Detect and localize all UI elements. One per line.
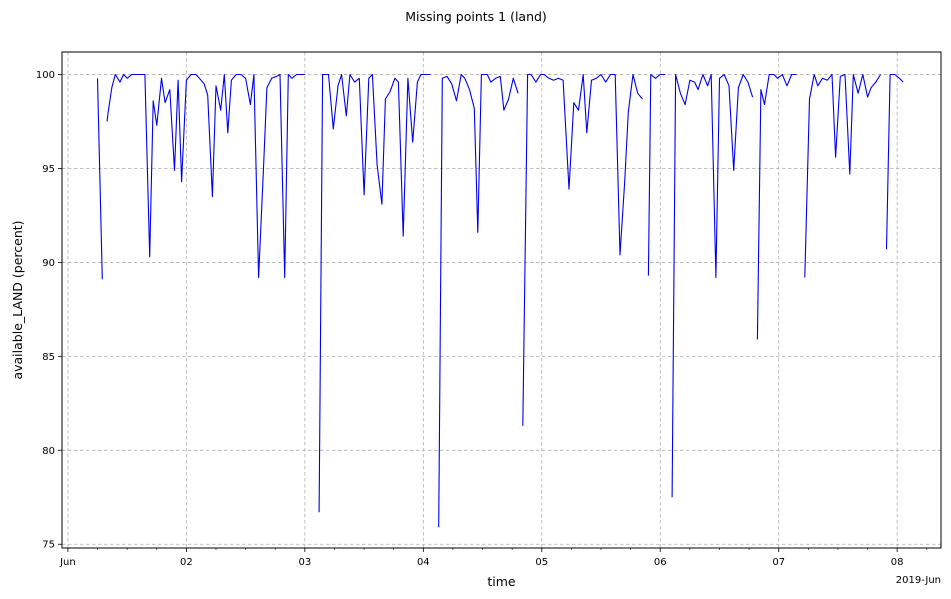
x-tick-label: 06 [654,557,667,568]
y-tick-label: 95 [42,164,55,175]
y-tick-label: 80 [42,446,55,457]
series-line-segment [671,73,754,498]
y-tick-label: 85 [42,352,55,363]
chart-title: Missing points 1 (land) [405,9,547,24]
series-line-segment [318,73,431,513]
series-line-segment [756,73,797,340]
x-tick-label: 03 [298,557,311,568]
series-line-segment [804,73,882,278]
x-tick-label: 04 [417,557,430,568]
series-line-segment [885,73,904,250]
plot-frame [61,51,942,549]
series-line-segment [96,78,103,280]
x-axis: Jun 02 03 04 05 06 07 08 [59,548,928,568]
series-line-segment [438,73,519,528]
y-axis-label: available_LAND (percent) [10,220,25,379]
y-tick-label: 75 [42,540,55,551]
x-tick-label: 02 [180,557,193,568]
x-tick-label: 05 [535,557,548,568]
x-tick-label: 07 [772,557,785,568]
y-tick-label: 100 [36,70,55,81]
series-line-segment [106,73,305,279]
y-axis: 75 80 85 90 95 100 [36,70,62,551]
y-tick-label: 90 [42,258,55,269]
x-tick-label: 08 [891,557,904,568]
series-line-segment [647,73,665,276]
series-line-segment [522,73,643,426]
x-offset-label: 2019-Jun [896,575,941,586]
series-group [96,73,904,528]
x-axis-label: time [487,574,516,589]
x-tick-label: Jun [59,557,76,568]
